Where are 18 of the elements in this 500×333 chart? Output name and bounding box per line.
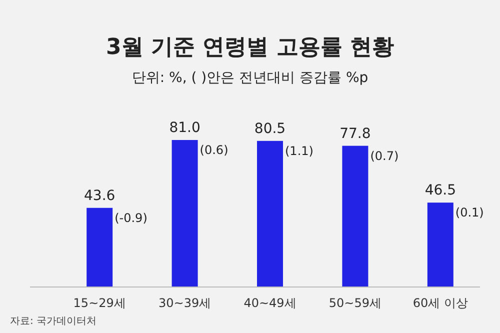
chart-title: 3월 기준 연령별 고용률 현황 — [106, 35, 394, 60]
data-label: 46.5 — [424, 182, 456, 199]
x-tick-label: 40~49세 — [244, 296, 296, 310]
annotation: (0.7) — [370, 148, 399, 163]
x-tick-label: 30~39세 — [158, 296, 212, 310]
data-label: 77.8 — [340, 126, 371, 142]
data-label: 80.5 — [254, 120, 286, 137]
annotation: (-0.9) — [114, 210, 148, 225]
text: 자료: 국가데이터처 — [10, 316, 97, 327]
data-label: 43.6 — [84, 188, 116, 204]
annotation: (1.1) — [285, 144, 314, 158]
data-label: 81.0 — [169, 120, 200, 136]
annotation: (0.1) — [455, 206, 484, 220]
x-tick-label: 50~59세 — [328, 296, 382, 310]
chart-subtitle: 단위: %, ( )안은 전년대비 증감률 %p — [132, 70, 368, 86]
annotation: (0.6) — [200, 143, 228, 157]
x-tick-label: 15~29세 — [73, 296, 126, 310]
x-tick-label: 60세 이상 — [412, 296, 468, 310]
